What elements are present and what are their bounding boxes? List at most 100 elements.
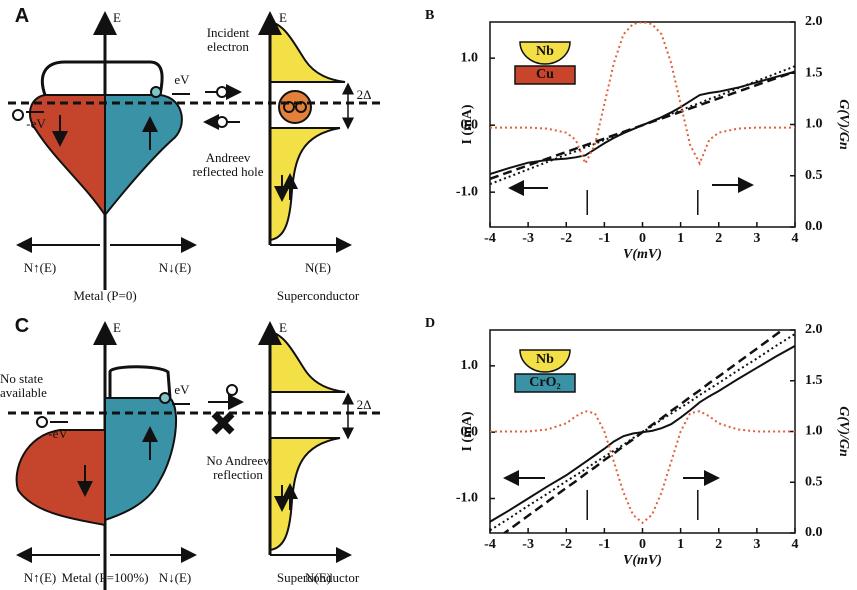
axis-label: N↓(E)	[158, 570, 192, 585]
axis-label: E	[113, 320, 121, 335]
y-axis-label: I (mA)	[460, 411, 475, 451]
x-tick-label: 2	[715, 231, 722, 246]
caption: Superconductor	[276, 288, 360, 303]
caption: Superconductor	[276, 570, 360, 585]
series-line	[490, 70, 795, 176]
ev-label: -eV	[26, 116, 46, 131]
y2-tick-label: 0.0	[805, 525, 823, 540]
gap-label: 2Δ	[356, 87, 372, 102]
y2-tick-label: 0.5	[805, 474, 823, 489]
electron-icon	[216, 86, 228, 98]
spin-up-dos	[28, 94, 106, 219]
axis-label: E	[279, 320, 287, 335]
x-axis-label: V(mV)	[623, 247, 662, 262]
axis-label: N(E)	[305, 260, 331, 275]
hole-icon	[216, 116, 228, 128]
panel-letter: B	[425, 8, 434, 23]
note: Andreev reflected hole	[192, 150, 264, 179]
ev-label: -eV	[48, 426, 68, 441]
series-line	[490, 65, 795, 186]
hole	[12, 109, 24, 121]
x-tick-label: 4	[792, 231, 799, 246]
sc-dos-lower	[269, 437, 341, 552]
y2-tick-label: 1.0	[805, 424, 823, 439]
dos-outline	[40, 60, 164, 96]
electron-icon	[226, 384, 238, 396]
x-tick-label: 2	[715, 537, 722, 552]
panel-letter: C	[14, 315, 30, 337]
axis-label: N↑(E)	[23, 570, 57, 585]
note: No Andreev reflection	[206, 453, 270, 482]
y2-axis-label: G(V)/Gn	[836, 99, 851, 150]
y-tick-label: 0.0	[461, 424, 479, 439]
ev-label: eV	[174, 72, 190, 87]
y2-tick-label: 1.0	[805, 117, 823, 132]
x-axis-label: V(mV)	[623, 553, 662, 568]
y-axis-label: I (mA)	[460, 104, 475, 144]
x-tick-label: -2	[560, 537, 572, 552]
y-tick-label: 1.0	[461, 50, 479, 65]
inset-base	[514, 65, 576, 85]
axis-label: E	[279, 10, 287, 25]
x-tick-label: -4	[484, 537, 496, 552]
inset-label: CrO₂	[529, 375, 560, 390]
series-line	[490, 70, 795, 180]
panel-letter: D	[425, 316, 435, 331]
electron	[159, 392, 171, 404]
spin-down-dos	[104, 397, 177, 522]
dos-outline	[108, 365, 172, 399]
plot-area	[490, 22, 795, 186]
series-line	[490, 22, 795, 166]
y2-tick-label: 0.0	[805, 219, 823, 234]
x-tick-label: -1	[599, 231, 611, 246]
inset-label: Nb	[536, 352, 554, 367]
blocked	[211, 411, 235, 435]
inset-base	[514, 373, 576, 393]
y2-tick-label: 2.0	[805, 14, 823, 29]
x-tick-label: 4	[792, 537, 799, 552]
x-tick-label: 0	[639, 537, 646, 552]
inset-tip	[519, 41, 571, 65]
y2-axis-label: G(V)/Gn	[836, 406, 851, 457]
y2-tick-label: 0.5	[805, 168, 823, 183]
axis-label: N(E)	[305, 570, 331, 585]
note: Incident electron	[206, 25, 250, 54]
x-tick-label: 3	[753, 231, 760, 246]
x-tick-label: -4	[484, 231, 496, 246]
x-tick-label: 1	[677, 231, 684, 246]
inset-label: Cu	[536, 67, 554, 82]
x-tick-label: -3	[522, 231, 534, 246]
panel-letter: A	[14, 5, 30, 27]
y-tick-label: -1.0	[456, 184, 478, 199]
series-line	[490, 410, 795, 525]
note: No state available	[0, 371, 47, 400]
sc-dos-upper	[269, 330, 346, 393]
sc-dos-upper	[269, 20, 346, 83]
plot-area	[490, 330, 795, 533]
y2-tick-label: 2.0	[805, 322, 823, 337]
x-tick-label: 0	[639, 231, 646, 246]
spin-down-dos	[104, 94, 183, 218]
y-tick-label: -1.0	[456, 491, 478, 506]
y2-tick-label: 1.5	[805, 65, 823, 80]
x-tick-label: 1	[677, 537, 684, 552]
hole	[36, 416, 48, 428]
caption: Metal (P=100%)	[61, 570, 149, 585]
axis-label: N↓(E)	[158, 260, 192, 275]
inset-label: Nb	[536, 44, 554, 59]
y-tick-label: 0.0	[461, 117, 479, 132]
caption: Metal (P=0)	[73, 288, 137, 303]
y-tick-label: 1.0	[461, 358, 479, 373]
spin-up-dos	[15, 429, 106, 527]
axis-label: E	[113, 10, 121, 25]
x-tick-label: -3	[522, 537, 534, 552]
electron	[150, 86, 162, 98]
sc-dos-lower	[269, 127, 341, 242]
gap-label: 2Δ	[356, 397, 372, 412]
series-line	[490, 345, 795, 523]
x-tick-label: -1	[599, 537, 611, 552]
series-line	[490, 333, 795, 532]
y2-tick-label: 1.5	[805, 373, 823, 388]
